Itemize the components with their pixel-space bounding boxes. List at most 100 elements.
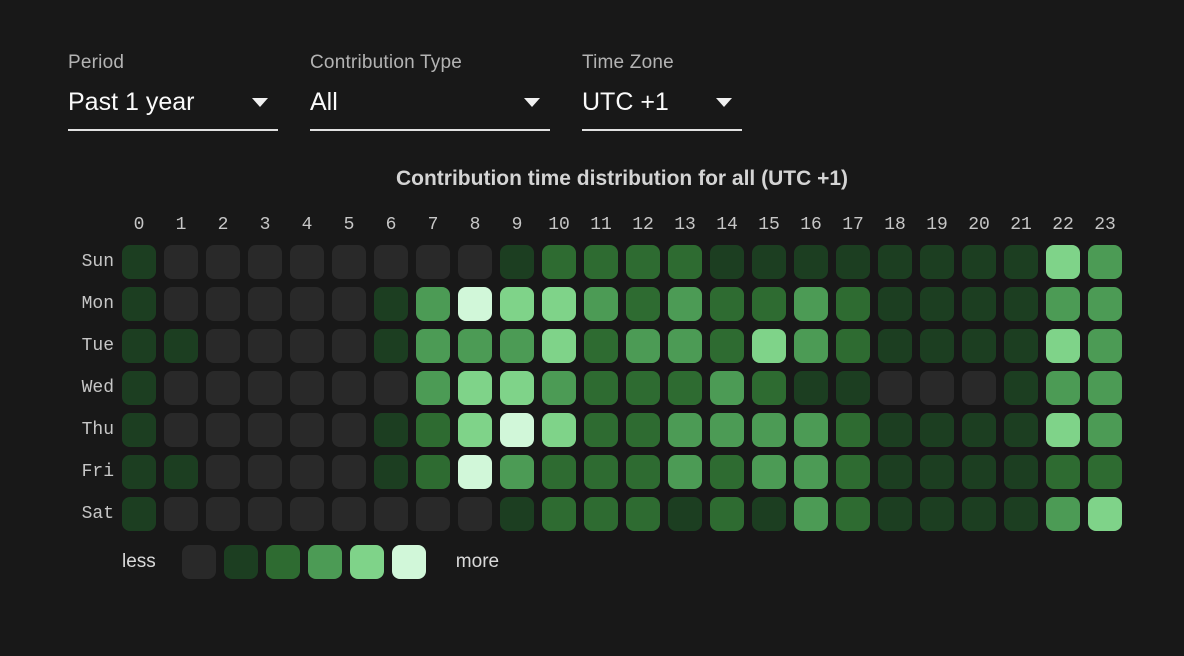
heatmap-cell[interactable] <box>164 329 198 363</box>
heatmap-cell[interactable] <box>836 245 870 279</box>
heatmap-cell[interactable] <box>332 497 366 531</box>
heatmap-cell[interactable] <box>374 329 408 363</box>
heatmap-cell[interactable] <box>920 413 954 447</box>
heatmap-cell[interactable] <box>1088 329 1122 363</box>
heatmap-cell[interactable] <box>1088 287 1122 321</box>
heatmap-cell[interactable] <box>584 455 618 489</box>
heatmap-cell[interactable] <box>878 497 912 531</box>
heatmap-cell[interactable] <box>164 413 198 447</box>
heatmap-cell[interactable] <box>164 455 198 489</box>
heatmap-cell[interactable] <box>668 455 702 489</box>
heatmap-cell[interactable] <box>332 455 366 489</box>
heatmap-cell[interactable] <box>206 497 240 531</box>
heatmap-cell[interactable] <box>374 245 408 279</box>
heatmap-cell[interactable] <box>1004 287 1038 321</box>
heatmap-cell[interactable] <box>1046 413 1080 447</box>
heatmap-cell[interactable] <box>542 497 576 531</box>
heatmap-cell[interactable] <box>500 329 534 363</box>
heatmap-cell[interactable] <box>374 497 408 531</box>
heatmap-cell[interactable] <box>500 245 534 279</box>
heatmap-cell[interactable] <box>248 329 282 363</box>
heatmap-cell[interactable] <box>752 413 786 447</box>
heatmap-cell[interactable] <box>1046 455 1080 489</box>
heatmap-cell[interactable] <box>626 245 660 279</box>
heatmap-cell[interactable] <box>164 287 198 321</box>
heatmap-cell[interactable] <box>122 371 156 405</box>
heatmap-cell[interactable] <box>458 287 492 321</box>
heatmap-cell[interactable] <box>668 371 702 405</box>
heatmap-cell[interactable] <box>290 245 324 279</box>
heatmap-cell[interactable] <box>836 329 870 363</box>
heatmap-cell[interactable] <box>122 329 156 363</box>
heatmap-cell[interactable] <box>920 245 954 279</box>
heatmap-cell[interactable] <box>248 371 282 405</box>
heatmap-cell[interactable] <box>752 455 786 489</box>
heatmap-cell[interactable] <box>668 329 702 363</box>
heatmap-cell[interactable] <box>458 245 492 279</box>
heatmap-cell[interactable] <box>752 371 786 405</box>
heatmap-cell[interactable] <box>332 329 366 363</box>
heatmap-cell[interactable] <box>752 245 786 279</box>
heatmap-cell[interactable] <box>416 497 450 531</box>
heatmap-cell[interactable] <box>500 455 534 489</box>
heatmap-cell[interactable] <box>542 245 576 279</box>
heatmap-cell[interactable] <box>416 413 450 447</box>
heatmap-cell[interactable] <box>248 413 282 447</box>
heatmap-cell[interactable] <box>794 287 828 321</box>
heatmap-cell[interactable] <box>962 413 996 447</box>
heatmap-cell[interactable] <box>542 371 576 405</box>
heatmap-cell[interactable] <box>878 245 912 279</box>
heatmap-cell[interactable] <box>416 329 450 363</box>
heatmap-cell[interactable] <box>1004 497 1038 531</box>
heatmap-cell[interactable] <box>878 329 912 363</box>
heatmap-cell[interactable] <box>1046 245 1080 279</box>
heatmap-cell[interactable] <box>794 413 828 447</box>
heatmap-cell[interactable] <box>584 413 618 447</box>
heatmap-cell[interactable] <box>710 245 744 279</box>
heatmap-cell[interactable] <box>584 371 618 405</box>
heatmap-cell[interactable] <box>794 371 828 405</box>
heatmap-cell[interactable] <box>668 497 702 531</box>
heatmap-cell[interactable] <box>1046 497 1080 531</box>
time-zone-dropdown[interactable]: UTC +1 <box>582 86 742 131</box>
heatmap-cell[interactable] <box>836 497 870 531</box>
heatmap-cell[interactable] <box>206 329 240 363</box>
heatmap-cell[interactable] <box>500 413 534 447</box>
heatmap-cell[interactable] <box>374 413 408 447</box>
heatmap-cell[interactable] <box>920 329 954 363</box>
heatmap-cell[interactable] <box>626 329 660 363</box>
heatmap-cell[interactable] <box>290 497 324 531</box>
heatmap-cell[interactable] <box>458 497 492 531</box>
heatmap-cell[interactable] <box>1004 455 1038 489</box>
heatmap-cell[interactable] <box>290 413 324 447</box>
heatmap-cell[interactable] <box>626 455 660 489</box>
heatmap-cell[interactable] <box>584 329 618 363</box>
heatmap-cell[interactable] <box>542 287 576 321</box>
heatmap-cell[interactable] <box>332 287 366 321</box>
heatmap-cell[interactable] <box>878 287 912 321</box>
heatmap-cell[interactable] <box>962 371 996 405</box>
heatmap-cell[interactable] <box>122 413 156 447</box>
heatmap-cell[interactable] <box>164 497 198 531</box>
contribution-type-dropdown[interactable]: All <box>310 86 550 131</box>
heatmap-cell[interactable] <box>878 455 912 489</box>
heatmap-cell[interactable] <box>1004 371 1038 405</box>
heatmap-cell[interactable] <box>752 329 786 363</box>
heatmap-cell[interactable] <box>122 287 156 321</box>
heatmap-cell[interactable] <box>1088 455 1122 489</box>
heatmap-cell[interactable] <box>458 455 492 489</box>
heatmap-cell[interactable] <box>164 371 198 405</box>
heatmap-cell[interactable] <box>710 371 744 405</box>
heatmap-cell[interactable] <box>584 245 618 279</box>
heatmap-cell[interactable] <box>1004 413 1038 447</box>
heatmap-cell[interactable] <box>206 287 240 321</box>
heatmap-cell[interactable] <box>878 413 912 447</box>
heatmap-cell[interactable] <box>290 329 324 363</box>
heatmap-cell[interactable] <box>710 329 744 363</box>
heatmap-cell[interactable] <box>626 497 660 531</box>
heatmap-cell[interactable] <box>920 455 954 489</box>
heatmap-cell[interactable] <box>500 287 534 321</box>
heatmap-cell[interactable] <box>1004 329 1038 363</box>
heatmap-cell[interactable] <box>332 413 366 447</box>
heatmap-cell[interactable] <box>458 329 492 363</box>
